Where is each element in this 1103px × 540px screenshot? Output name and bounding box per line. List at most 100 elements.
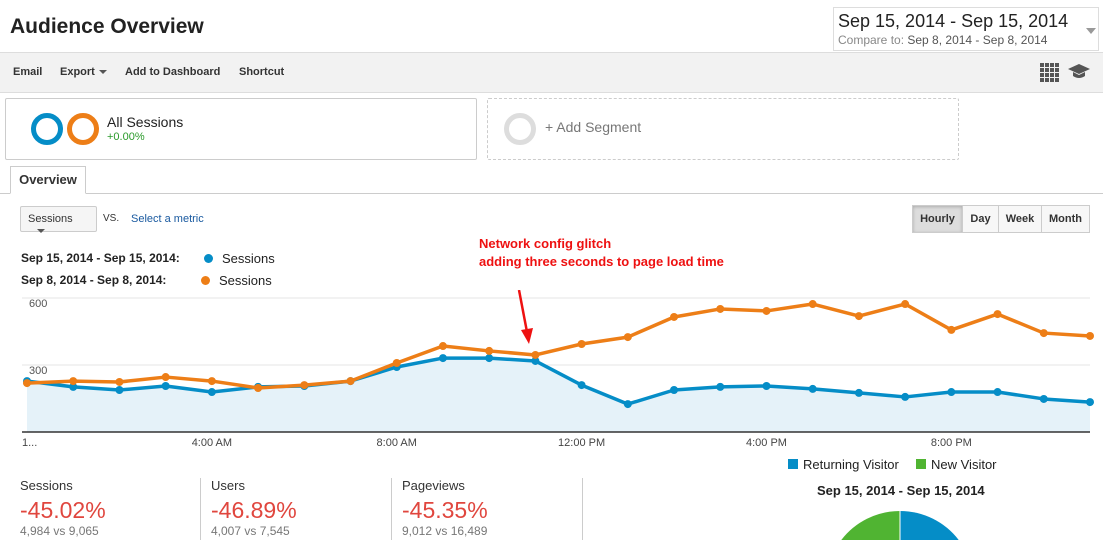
arrow-head-icon bbox=[521, 328, 533, 344]
data-point bbox=[762, 306, 771, 315]
metric-compare: 9,012 vs 16,489 bbox=[402, 524, 488, 538]
legend-range-current: Sep 15, 2014 - Sep 15, 2014: bbox=[21, 251, 180, 265]
series-line-1 bbox=[26, 302, 1091, 390]
toolbar: Email Export Add to Dashboard Shortcut bbox=[0, 52, 1103, 93]
data-point bbox=[901, 300, 910, 309]
tab-bar bbox=[0, 193, 1103, 194]
add-segment-button[interactable]: + Add Segment bbox=[487, 98, 959, 160]
pie-slice-new bbox=[841, 511, 900, 540]
data-point bbox=[762, 381, 771, 390]
data-point bbox=[854, 312, 863, 321]
x-tick-label: 4:00 AM bbox=[192, 437, 232, 449]
y-tick-label: 600 bbox=[29, 298, 47, 310]
legend-swatch-icon bbox=[916, 459, 926, 469]
select-metric-link[interactable]: Select a metric bbox=[131, 213, 204, 225]
metric-sessions[interactable]: Sessions -45.02% 4,984 vs 9,065 bbox=[20, 478, 210, 538]
legend-swatch-icon bbox=[788, 459, 798, 469]
date-range-picker[interactable]: Sep 15, 2014 - Sep 15, 2014 Compare to: … bbox=[833, 7, 1099, 51]
data-point bbox=[993, 388, 1002, 397]
data-point bbox=[207, 388, 216, 397]
metric-label: Users bbox=[211, 478, 245, 493]
x-tick-label: 8:00 AM bbox=[377, 437, 417, 449]
data-point bbox=[1039, 394, 1048, 403]
segment-change: +0.00% bbox=[107, 131, 145, 143]
data-point bbox=[23, 379, 31, 388]
annotation-line: adding three seconds to page load time bbox=[479, 254, 724, 269]
sessions-line-chart: 300 600 1... 4:00 AM 8:00 AM 12:00 PM 4:00 PM 8… bbox=[22, 290, 1094, 449]
annotation-line: Network config glitch bbox=[479, 236, 612, 251]
data-point bbox=[993, 310, 1002, 319]
grid-icon[interactable] bbox=[1040, 63, 1059, 82]
annotation-arrow bbox=[517, 290, 529, 333]
data-point bbox=[1086, 331, 1094, 340]
metric-compare: 4,007 vs 7,545 bbox=[211, 524, 290, 538]
segment-all-sessions[interactable]: All Sessions +0.00% bbox=[5, 98, 477, 160]
data-point bbox=[808, 384, 817, 393]
x-tick-label: 8:00 PM bbox=[931, 437, 972, 449]
data-point bbox=[716, 382, 725, 391]
data-point bbox=[1086, 398, 1094, 407]
day-button[interactable]: Day bbox=[962, 205, 999, 233]
hourly-button[interactable]: Hourly bbox=[912, 205, 963, 233]
annotation-text: Network config glitch adding three secon… bbox=[479, 235, 724, 271]
data-point bbox=[1039, 329, 1048, 338]
segment-name: All Sessions bbox=[107, 114, 184, 130]
data-point bbox=[438, 354, 447, 363]
graduation-cap-icon[interactable] bbox=[1068, 64, 1090, 80]
data-point bbox=[577, 381, 586, 390]
shortcut-button[interactable]: Shortcut bbox=[239, 66, 285, 78]
data-point bbox=[346, 377, 355, 386]
metric-label: Sessions bbox=[20, 478, 73, 493]
legend-metric-compare: Sessions bbox=[219, 273, 272, 288]
legend-metric-current: Sessions bbox=[222, 251, 275, 266]
data-point bbox=[300, 381, 309, 390]
page-title: Audience Overview bbox=[10, 15, 204, 38]
week-button[interactable]: Week bbox=[998, 205, 1042, 233]
data-point bbox=[947, 388, 956, 397]
data-point bbox=[485, 346, 494, 355]
data-point bbox=[392, 358, 401, 367]
chevron-down-icon[interactable] bbox=[1086, 28, 1096, 34]
data-point bbox=[808, 300, 817, 309]
data-point bbox=[115, 377, 124, 386]
export-button[interactable]: Export bbox=[60, 66, 107, 78]
metric-users[interactable]: Users -46.89% 4,007 vs 7,545 bbox=[211, 478, 401, 538]
metric-select-value: Sessions bbox=[28, 213, 73, 225]
x-tick-label: 4:00 PM bbox=[746, 437, 787, 449]
data-point bbox=[531, 356, 540, 365]
divider bbox=[582, 478, 583, 540]
legend-dot-icon bbox=[204, 254, 213, 263]
export-label: Export bbox=[60, 66, 95, 78]
series-line-0 bbox=[26, 356, 1091, 406]
metric-compare: 4,984 vs 9,065 bbox=[20, 524, 99, 538]
month-button[interactable]: Month bbox=[1041, 205, 1090, 233]
data-point bbox=[115, 386, 124, 395]
data-point bbox=[254, 384, 263, 393]
add-to-dashboard-button[interactable]: Add to Dashboard bbox=[125, 66, 221, 78]
data-point bbox=[69, 382, 78, 391]
segment-ring-icon bbox=[67, 113, 99, 145]
tab-overview[interactable]: Overview bbox=[10, 166, 86, 194]
metric-change: -45.35% bbox=[402, 497, 488, 523]
data-point bbox=[161, 373, 170, 382]
divider bbox=[200, 478, 201, 540]
metric-pageviews[interactable]: Pageviews -45.35% 9,012 vs 16,489 bbox=[402, 478, 592, 538]
visitor-pie-chart bbox=[841, 511, 959, 540]
add-segment-label: + Add Segment bbox=[545, 119, 642, 135]
area-fill bbox=[27, 358, 1090, 432]
data-point bbox=[161, 381, 170, 390]
data-point bbox=[531, 350, 540, 359]
email-button[interactable]: Email bbox=[13, 66, 43, 78]
metric-select[interactable]: Sessions bbox=[20, 206, 97, 234]
data-point bbox=[438, 342, 447, 351]
data-point bbox=[485, 354, 494, 363]
data-point bbox=[901, 392, 910, 401]
compare-range: Sep 8, 2014 - Sep 8, 2014 bbox=[907, 33, 1048, 47]
data-point bbox=[577, 340, 586, 349]
legend-range-compare: Sep 8, 2014 - Sep 8, 2014: bbox=[21, 273, 167, 287]
data-point bbox=[623, 400, 632, 409]
caret-down-icon bbox=[37, 229, 45, 234]
y-tick-label: 300 bbox=[29, 365, 47, 377]
vs-label: VS. bbox=[103, 213, 120, 224]
data-point bbox=[207, 377, 216, 386]
